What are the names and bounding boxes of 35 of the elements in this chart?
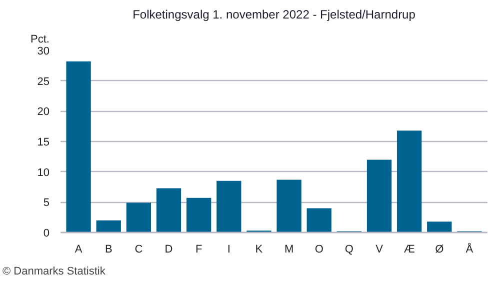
y-tick-label: 25 xyxy=(37,76,50,88)
x-tick-label: C xyxy=(134,244,143,256)
x-tick-label: F xyxy=(195,244,202,256)
bar xyxy=(396,130,422,232)
x-tick-label: Æ xyxy=(404,244,415,256)
x-tick-label: Ø xyxy=(435,244,444,256)
y-tick-label: 0 xyxy=(43,228,50,240)
x-tick-label: M xyxy=(284,244,294,256)
y-tick-label: 5 xyxy=(43,197,50,210)
bar xyxy=(156,188,182,232)
y-tick-label: 30 xyxy=(37,46,50,58)
bar xyxy=(216,180,242,232)
x-tick-label: B xyxy=(104,244,112,256)
bar xyxy=(186,198,212,232)
bar xyxy=(126,202,152,232)
chart-title: Folketingsvalg 1. november 2022 - Fjelsted/Harndrup xyxy=(132,8,416,22)
x-tick-label: Q xyxy=(344,244,354,256)
x-tick-label: Å xyxy=(466,242,474,256)
bar xyxy=(427,222,452,232)
x-tick-label: I xyxy=(227,244,230,256)
bar xyxy=(306,208,332,232)
x-tick-label: A xyxy=(74,244,83,256)
y-axis-title: Pct. xyxy=(30,34,50,46)
bar xyxy=(276,180,302,232)
y-tick-label: 20 xyxy=(37,106,50,118)
bar xyxy=(366,160,392,232)
x-tick-label: D xyxy=(164,244,173,256)
bar xyxy=(66,61,91,232)
x-tick-label: O xyxy=(314,244,324,256)
x-tick-label: V xyxy=(376,244,384,256)
x-tick-label: K xyxy=(255,244,264,256)
y-tick-label: 15 xyxy=(37,136,50,148)
bar xyxy=(96,220,121,232)
y-tick-label: 10 xyxy=(37,166,50,179)
text: © Danmarks Statistik xyxy=(2,266,106,278)
